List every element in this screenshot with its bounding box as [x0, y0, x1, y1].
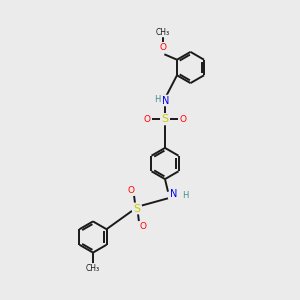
- Text: H: H: [182, 191, 188, 200]
- Text: H: H: [154, 94, 160, 103]
- Text: CH₃: CH₃: [86, 264, 100, 273]
- Text: CH₃: CH₃: [156, 28, 170, 37]
- Text: N: N: [162, 95, 169, 106]
- Text: S: S: [133, 203, 140, 214]
- Text: O: O: [139, 222, 146, 231]
- Text: O: O: [179, 115, 187, 124]
- Text: N: N: [170, 189, 178, 199]
- Text: O: O: [127, 186, 134, 195]
- Text: O: O: [143, 115, 151, 124]
- Text: S: S: [161, 114, 169, 124]
- Text: O: O: [159, 43, 167, 52]
